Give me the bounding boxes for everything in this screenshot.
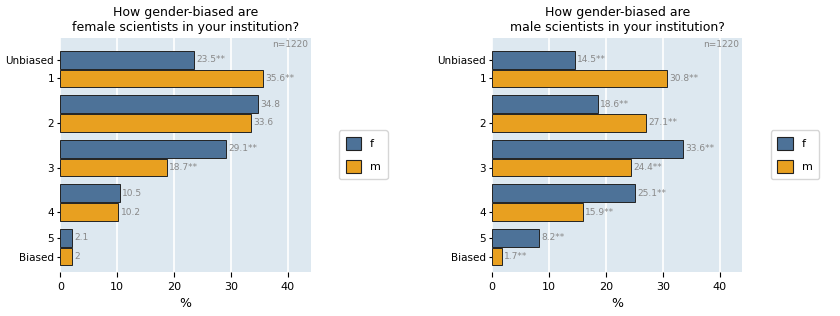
Bar	[492, 229, 538, 247]
Bar	[492, 203, 583, 221]
Text: 15.9**: 15.9**	[585, 208, 614, 216]
Text: 33.6: 33.6	[254, 118, 274, 127]
Text: 35.6**: 35.6**	[265, 74, 294, 83]
Bar	[60, 229, 72, 247]
Text: n=1220: n=1220	[271, 40, 307, 49]
Bar	[60, 95, 258, 113]
Legend: f, m: f, m	[339, 130, 387, 179]
Text: 18.7**: 18.7**	[169, 163, 198, 172]
Bar	[492, 114, 646, 132]
Text: 18.6**: 18.6**	[601, 100, 629, 109]
Text: 2.1: 2.1	[75, 234, 89, 242]
Text: 33.6**: 33.6**	[685, 144, 715, 153]
Bar	[492, 185, 635, 202]
Text: 30.8**: 30.8**	[669, 74, 699, 83]
Legend: f, m: f, m	[770, 130, 819, 179]
Title: How gender-biased are
female scientists in your institution?: How gender-biased are female scientists …	[72, 6, 299, 33]
Text: 29.1**: 29.1**	[228, 144, 257, 153]
Bar	[60, 248, 71, 265]
Bar	[492, 159, 631, 176]
Text: 8.2**: 8.2**	[541, 234, 564, 242]
Bar	[60, 70, 263, 87]
Text: 10.2: 10.2	[121, 208, 140, 216]
Text: 10.5: 10.5	[123, 189, 143, 198]
Text: 2: 2	[74, 252, 80, 261]
Bar	[60, 159, 166, 176]
Bar	[60, 51, 194, 69]
Text: 1.7**: 1.7**	[504, 252, 528, 261]
Bar	[492, 70, 667, 87]
Bar	[60, 114, 251, 132]
Title: How gender-biased are
male scientists in your institution?: How gender-biased are male scientists in…	[510, 6, 725, 33]
X-axis label: %: %	[612, 297, 623, 310]
Text: 14.5**: 14.5**	[577, 55, 606, 64]
Bar	[60, 140, 226, 158]
Bar	[60, 185, 120, 202]
Bar	[60, 203, 118, 221]
Bar	[492, 95, 598, 113]
Text: n=1220: n=1220	[704, 40, 739, 49]
Bar	[492, 140, 683, 158]
Text: 23.5**: 23.5**	[197, 55, 225, 64]
Text: 34.8: 34.8	[260, 100, 281, 109]
Text: 24.4**: 24.4**	[633, 163, 662, 172]
Bar	[492, 248, 501, 265]
Text: 27.1**: 27.1**	[648, 118, 678, 127]
Text: 25.1**: 25.1**	[638, 189, 666, 198]
X-axis label: %: %	[180, 297, 192, 310]
Bar	[492, 51, 575, 69]
